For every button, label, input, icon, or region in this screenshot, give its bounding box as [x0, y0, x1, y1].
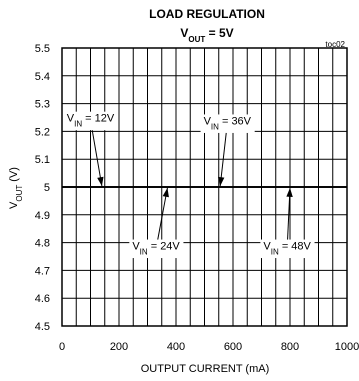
annotation-arrowhead [97, 176, 104, 187]
y-tick-label: 5.2 [35, 126, 50, 138]
y-tick-label: 5.1 [35, 154, 50, 166]
annotation-arrow-line [91, 130, 103, 187]
y-tick-label: 4.5 [35, 321, 50, 333]
y-tick-label: 5.4 [35, 71, 50, 83]
annotation: VIN = 48V [260, 187, 315, 259]
y-tick-label: 5 [44, 182, 50, 194]
annotation-label: VIN = 36V [204, 115, 252, 131]
annotation-background [260, 239, 315, 259]
annotation: VIN = 12V [63, 111, 118, 187]
annotation-label: VIN = 12V [67, 113, 115, 129]
y-axis-title: VOUT (V) [8, 167, 24, 209]
x-tick-label: 400 [167, 341, 185, 353]
annotation-label: VIN = 24V [132, 241, 180, 256]
annotation-arrowhead [162, 187, 169, 198]
annotation-arrowhead [286, 187, 293, 197]
annotations: VIN = 12V VIN = 36V VIN = 24V VIN = 48V [63, 111, 315, 259]
y-tick-label: 4.8 [35, 238, 50, 250]
y-tick-labels: 4.5 4.6 4.7 4.8 4.9 5 5.1 5.2 5.3 5.4 5.5 [35, 43, 50, 333]
y-tick-label: 4.7 [35, 265, 50, 277]
annotation-background [63, 111, 118, 131]
plot-frame [61, 47, 348, 327]
annotation: VIN = 36V [200, 114, 255, 187]
x-axis-title: OUTPUT CURRENT (mA) [141, 363, 270, 375]
y-tick-label: 4.9 [35, 210, 50, 222]
x-tick-label: 200 [110, 341, 128, 353]
annotation: VIN = 24V [129, 187, 184, 259]
x-tick-label: 0 [59, 341, 65, 353]
annotation-label: VIN = 48V [263, 241, 311, 256]
y-tick-label: 5.5 [35, 43, 50, 55]
annotation-background [129, 239, 184, 259]
x-tick-labels: 0 200 400 600 800 1000 [59, 341, 359, 353]
chart-title: LOAD REGULATION [149, 7, 265, 21]
y-tick-label: 5.3 [35, 99, 50, 111]
annotation-arrowhead [218, 176, 225, 187]
x-tick-label: 1000 [335, 341, 359, 353]
y-tick-label: 4.6 [35, 293, 50, 305]
x-tick-label: 800 [281, 341, 299, 353]
chart-subtitle: VOUT = 5V [180, 26, 233, 44]
corner-label: toc02 [325, 40, 345, 49]
x-tick-label: 600 [224, 341, 242, 353]
annotation-background [200, 114, 255, 133]
